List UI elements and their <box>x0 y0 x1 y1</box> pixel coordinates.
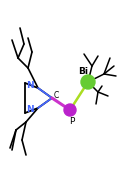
Text: N: N <box>26 81 34 91</box>
Text: P: P <box>69 118 75 126</box>
Text: Bi: Bi <box>78 67 88 77</box>
Circle shape <box>64 104 76 116</box>
Circle shape <box>81 75 95 89</box>
Text: C: C <box>53 91 59 101</box>
Text: N: N <box>26 105 34 115</box>
